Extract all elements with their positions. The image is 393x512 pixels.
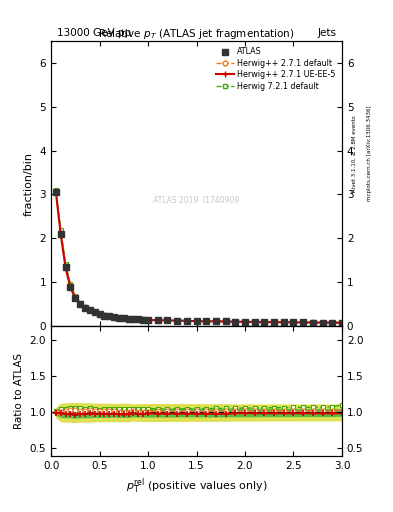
- X-axis label: $p_{\mathrm{T}}^{\mathrm{rel}}$ (positive values only): $p_{\mathrm{T}}^{\mathrm{rel}}$ (positiv…: [126, 476, 267, 496]
- Text: Rivet 3.1.10, ≥ 2.8M events: Rivet 3.1.10, ≥ 2.8M events: [352, 115, 357, 192]
- Text: mcplots.cern.ch [arXiv:1306.3436]: mcplots.cern.ch [arXiv:1306.3436]: [367, 106, 373, 201]
- Text: ATLAS 2019  I1740909: ATLAS 2019 I1740909: [153, 196, 240, 205]
- Text: 13000 GeV pp: 13000 GeV pp: [57, 28, 131, 38]
- Legend: ATLAS, Herwig++ 2.7.1 default, Herwig++ 2.7.1 UE-EE-5, Herwig 7.2.1 default: ATLAS, Herwig++ 2.7.1 default, Herwig++ …: [214, 45, 338, 93]
- Y-axis label: Ratio to ATLAS: Ratio to ATLAS: [14, 353, 24, 429]
- Title: Relative $p_{T}$ (ATLAS jet fragmentation): Relative $p_{T}$ (ATLAS jet fragmentatio…: [98, 27, 295, 41]
- Text: Jets: Jets: [317, 28, 336, 38]
- Y-axis label: fraction/bin: fraction/bin: [24, 152, 34, 216]
